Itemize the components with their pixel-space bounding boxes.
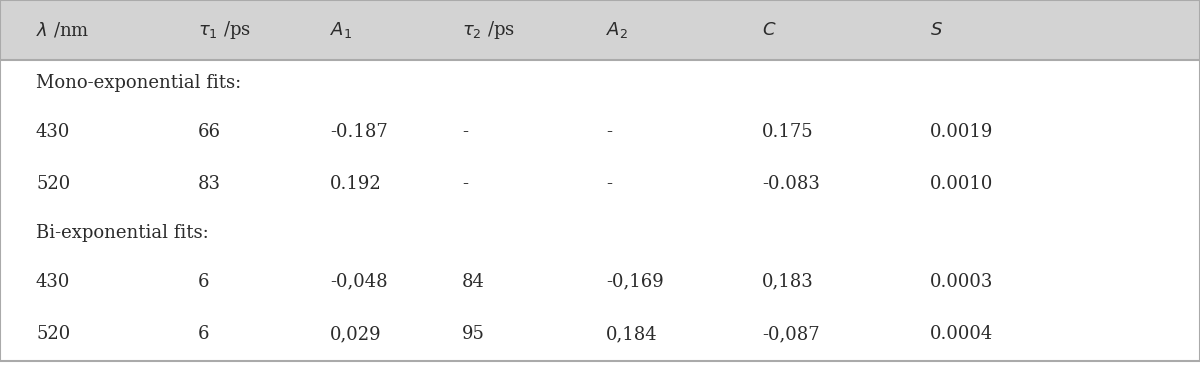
Text: $\it{\tau_1}$ /ps: $\it{\tau_1}$ /ps bbox=[198, 19, 251, 41]
Text: $\it{\tau_2}$ /ps: $\it{\tau_2}$ /ps bbox=[462, 19, 515, 41]
Text: 0.0010: 0.0010 bbox=[930, 175, 994, 193]
Text: 0.0003: 0.0003 bbox=[930, 273, 994, 291]
Text: -0.187: -0.187 bbox=[330, 122, 388, 141]
Bar bbox=[0, 0, 1200, 60]
Text: 6: 6 bbox=[198, 273, 210, 291]
Text: -: - bbox=[462, 122, 468, 141]
Text: $\it{\lambda}$ /nm: $\it{\lambda}$ /nm bbox=[36, 21, 90, 40]
Text: 0,029: 0,029 bbox=[330, 325, 382, 344]
Text: 84: 84 bbox=[462, 273, 485, 291]
Text: 430: 430 bbox=[36, 122, 71, 141]
Text: -: - bbox=[606, 122, 612, 141]
Text: $\it{C}$: $\it{C}$ bbox=[762, 21, 776, 39]
Text: 520: 520 bbox=[36, 325, 71, 344]
Text: 95: 95 bbox=[462, 325, 485, 344]
Text: 0.0004: 0.0004 bbox=[930, 325, 994, 344]
Text: 0,184: 0,184 bbox=[606, 325, 658, 344]
Text: 6: 6 bbox=[198, 325, 210, 344]
Text: 83: 83 bbox=[198, 175, 221, 193]
Text: -0,087: -0,087 bbox=[762, 325, 820, 344]
Text: 0.0019: 0.0019 bbox=[930, 122, 994, 141]
Text: -0,169: -0,169 bbox=[606, 273, 664, 291]
Text: 520: 520 bbox=[36, 175, 71, 193]
Text: -: - bbox=[606, 175, 612, 193]
Text: 0,183: 0,183 bbox=[762, 273, 814, 291]
Text: -0,048: -0,048 bbox=[330, 273, 388, 291]
Text: $\it{S}$: $\it{S}$ bbox=[930, 21, 943, 39]
Text: Mono-exponential fits:: Mono-exponential fits: bbox=[36, 74, 241, 92]
Text: $\it{A_1}$: $\it{A_1}$ bbox=[330, 20, 352, 40]
Text: 0.192: 0.192 bbox=[330, 175, 382, 193]
Text: 0.175: 0.175 bbox=[762, 122, 814, 141]
Text: Bi-exponential fits:: Bi-exponential fits: bbox=[36, 224, 209, 242]
Text: 66: 66 bbox=[198, 122, 221, 141]
Text: 430: 430 bbox=[36, 273, 71, 291]
Text: $\it{A_2}$: $\it{A_2}$ bbox=[606, 20, 628, 40]
Text: -0.083: -0.083 bbox=[762, 175, 820, 193]
Text: -: - bbox=[462, 175, 468, 193]
